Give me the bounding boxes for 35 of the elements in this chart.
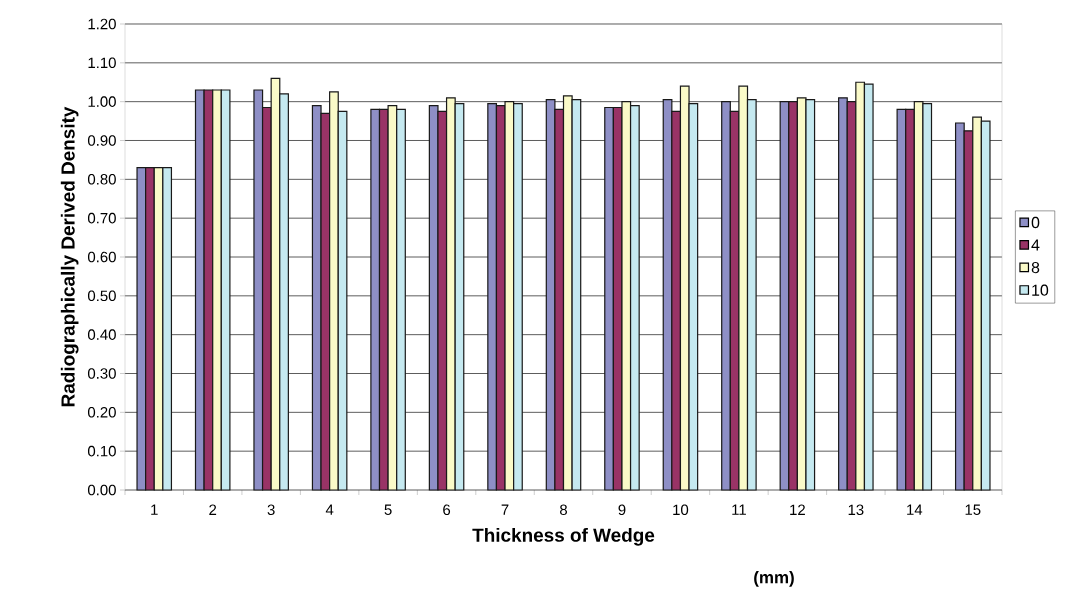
- y-tick-label: 0.60: [87, 251, 116, 263]
- y-tick-label: 0.50: [87, 290, 116, 302]
- y-tick-label: 1.10: [88, 57, 116, 69]
- x-tick-label: 8: [560, 504, 568, 516]
- x-tick-label: 13: [848, 504, 864, 516]
- y-tick-label: 0.40: [87, 329, 116, 340]
- y-tick-label: 0.90: [87, 135, 116, 146]
- x-tick-label: 14: [907, 504, 923, 515]
- y-tick-label: 0.00: [87, 484, 116, 496]
- y-tick-label: 0.30: [87, 368, 116, 379]
- x-tick-label: 15: [965, 504, 981, 515]
- x-tick-label: 6: [443, 504, 451, 516]
- legend-label: 0: [1031, 216, 1040, 229]
- legend-label: 8: [1031, 261, 1040, 274]
- y-tick-label: 0.80: [87, 174, 116, 185]
- x-tick-label: 4: [325, 504, 334, 515]
- y-tick-label: 1.00: [88, 96, 116, 107]
- x-axis-title: Thickness of Wedge: [472, 527, 655, 546]
- y-tick-label: 1.20: [88, 18, 116, 30]
- x-tick-label: 2: [209, 504, 217, 515]
- x-tick-label: 1: [151, 504, 158, 515]
- y-tick-label: 0.70: [87, 212, 116, 224]
- x-tick-label: 7: [501, 504, 509, 515]
- legend-label: 10: [1032, 284, 1049, 296]
- x-tick-label: 5: [384, 504, 392, 515]
- text: (mm): [754, 570, 794, 587]
- x-tick-label: 12: [790, 504, 805, 515]
- y-axis-title: Radiographically Derived Density: [60, 106, 79, 407]
- x-tick-label: 11: [732, 504, 746, 515]
- x-tick-label: 3: [267, 504, 275, 516]
- x-tick-label: 10: [673, 504, 689, 516]
- y-tick-label: 0.20: [87, 407, 116, 418]
- x-tick-label: 9: [618, 504, 626, 516]
- legend-label: 4: [1031, 239, 1040, 251]
- y-tick-label: 0.10: [87, 445, 116, 457]
